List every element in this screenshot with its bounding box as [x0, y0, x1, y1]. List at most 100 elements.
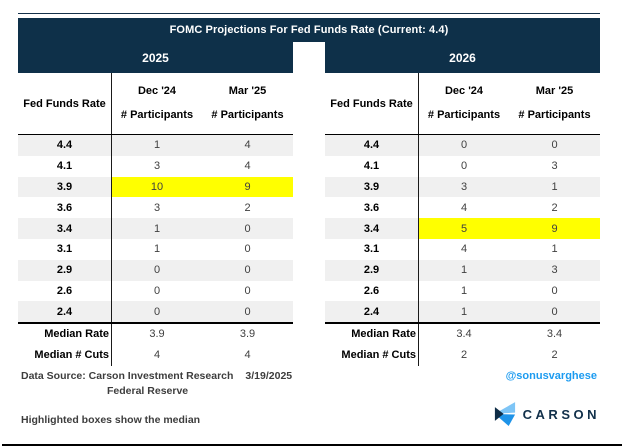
participant-count: 3: [418, 176, 509, 198]
rate-value: 3.1: [56, 243, 73, 256]
participant-count: 4: [244, 160, 251, 173]
participant-count: 3: [111, 197, 202, 219]
rate-value: 2.4: [18, 301, 111, 323]
table-row: 4.1 0 3: [325, 155, 600, 177]
meeting-column-header: Dec '24 # Participants: [418, 73, 509, 134]
table-row: 3.4 1 0: [18, 218, 293, 239]
table-row: 3.4 5 9: [325, 218, 600, 239]
median-row-label: Median Rate: [351, 328, 416, 341]
participant-count: 0: [509, 135, 600, 156]
participant-count: 0: [111, 259, 202, 281]
participants-label: # Participants: [211, 109, 284, 121]
participant-count-median-highlight: 10: [111, 176, 202, 198]
participant-count: 0: [418, 155, 509, 177]
median-value: 2: [418, 344, 509, 367]
participant-count: 0: [551, 284, 558, 297]
meeting-period-label: Dec '24: [444, 85, 484, 97]
table-row: 3.9 3 1: [325, 176, 600, 198]
rate-value: 3.1: [363, 243, 380, 256]
participant-count: 0: [509, 301, 600, 323]
data-source-text-line2: Federal Reserve: [107, 385, 189, 397]
table-row: 3.6 4 2: [325, 197, 600, 219]
rate-value: 3.9: [325, 176, 418, 198]
date-text: 3/19/2025: [245, 370, 293, 382]
participant-count: 2: [551, 201, 558, 214]
participant-count: 1: [418, 280, 509, 302]
table-2025: Fed Funds Rate Dec '24 # Participants Mar '…: [18, 73, 293, 367]
rate-value: 3.6: [56, 201, 73, 214]
table-row: 2.6 0 0: [18, 280, 293, 302]
highlight-note: Highlighted boxes show the median: [21, 414, 201, 426]
participant-count: 0: [244, 243, 251, 256]
rate-value: 3.6: [363, 201, 380, 214]
participant-count: 0: [244, 284, 251, 297]
participant-count: 0: [202, 218, 293, 239]
participant-count: 1: [509, 176, 600, 198]
participant-count: 0: [418, 135, 509, 156]
table-row: 4.4 0 0: [325, 135, 600, 156]
meeting-period-label: Mar '25: [535, 85, 574, 97]
median-value: 4: [111, 344, 202, 367]
rate-value: 2.4: [325, 301, 418, 323]
participant-count-median-highlight: 5: [418, 218, 509, 239]
participant-count-median-highlight: 9: [202, 176, 293, 198]
table-row: 3.1 4 1: [325, 238, 600, 260]
median-row-label: Median # Cuts: [34, 349, 109, 362]
median-row-label: Median # Cuts: [341, 349, 416, 362]
rate-value: 4.4: [325, 135, 418, 156]
meeting-column-header: Mar '25 # Participants: [202, 73, 293, 134]
data-source-block: Data Source: Carson Investment Research 3…: [21, 369, 292, 399]
participant-count: 4: [418, 197, 509, 219]
median-value: 3.9: [111, 324, 202, 345]
participant-count: 0: [202, 301, 293, 323]
participant-count: 4: [418, 238, 509, 260]
rate-value: 2.6: [363, 284, 380, 297]
participant-count: 4: [202, 135, 293, 156]
participant-count: 1: [111, 238, 202, 260]
median-value: 4: [244, 349, 251, 362]
median-row: Median # Cuts 4 4: [18, 344, 293, 367]
year-header-2025: 2025: [18, 42, 293, 73]
rate-value: 2.6: [56, 284, 73, 297]
median-row: Median Rate 3.9 3.9: [18, 322, 293, 345]
participant-count-median-highlight: 9: [509, 218, 600, 239]
table-row: 2.9 1 3: [325, 259, 600, 281]
data-source-text: Data Source: Carson Investment Research: [21, 370, 234, 382]
participants-label: # Participants: [427, 109, 501, 121]
page-title: FOMC Projections For Fed Funds Rate (Cur…: [18, 18, 600, 42]
table-header-row: Fed Funds Rate Dec '24 # Participants Mar '…: [18, 73, 293, 135]
meeting-column-header: Dec '24 # Participants: [111, 73, 202, 134]
rate-value: 3.4: [325, 218, 418, 239]
participant-count: 0: [111, 301, 202, 323]
median-value: 2: [551, 349, 558, 362]
median-value: 3.4: [418, 324, 509, 345]
projection-tables: Fed Funds Rate Dec '24 # Participants Mar '…: [18, 73, 600, 367]
participant-count: 1: [111, 135, 202, 156]
rate-column-header: Fed Funds Rate: [330, 97, 413, 110]
rate-value: 4.4: [18, 135, 111, 156]
participants-label: # Participants: [518, 109, 591, 121]
rate-value: 4.1: [363, 160, 380, 173]
median-value: 3.9: [239, 328, 256, 341]
median-row: Median Rate 3.4 3.4: [325, 322, 600, 345]
participant-count: 0: [202, 259, 293, 281]
participant-count: 3: [111, 155, 202, 177]
carson-wordmark: CARSON: [522, 406, 600, 422]
table-row: 2.9 0 0: [18, 259, 293, 281]
participant-count: 3: [551, 160, 558, 173]
rate-value: 4.1: [56, 160, 73, 173]
participant-count: 1: [551, 243, 558, 256]
meeting-period-label: Dec '24: [137, 85, 177, 97]
meeting-column-header: Mar '25 # Participants: [509, 73, 600, 134]
participants-label: # Participants: [120, 109, 194, 121]
participant-count: 1: [418, 259, 509, 281]
rate-column-header: Fed Funds Rate: [23, 97, 106, 110]
rate-value: 2.9: [18, 259, 111, 281]
table-2026: Fed Funds Rate Dec '24 # Participants Mar '…: [325, 73, 600, 367]
carson-arrow-icon: [494, 401, 516, 428]
table-row: 2.4 0 0: [18, 301, 293, 323]
participant-count: 1: [418, 301, 509, 323]
top-border-rule: [18, 13, 600, 14]
participant-count: 0: [111, 280, 202, 302]
